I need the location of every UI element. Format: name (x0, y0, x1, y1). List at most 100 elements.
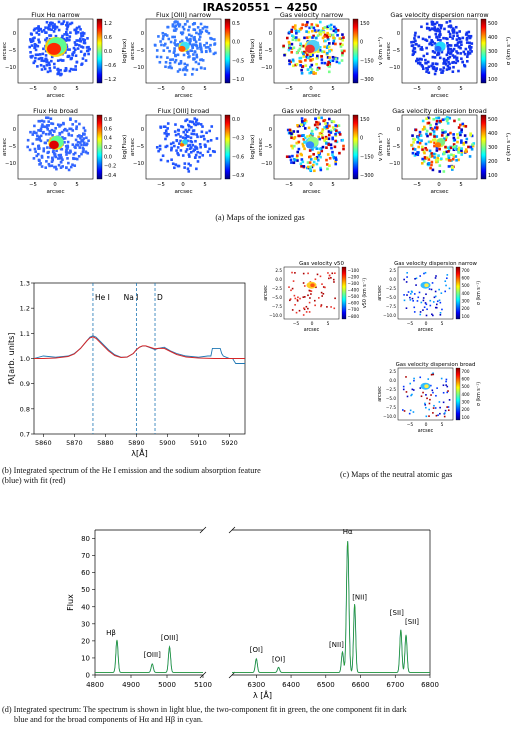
map-a-pixel (209, 43, 212, 47)
map-a-cbar-label: log(Flux) (250, 135, 256, 160)
map-a-pixel (310, 25, 313, 29)
map-a-pixel (448, 62, 451, 66)
map-a-pixel (41, 123, 44, 126)
map-a-pixel (157, 149, 160, 153)
map-a-pixel (455, 56, 459, 60)
map-c-xtick: −5 (407, 422, 414, 428)
map-a-pixel (194, 40, 198, 44)
map-a-pixel (194, 60, 198, 64)
map-c-pixel (308, 311, 311, 313)
map-a-pixel (171, 58, 175, 61)
map-a-pixel (463, 134, 467, 137)
map-a-pixel (444, 63, 448, 66)
map-a-pixel (198, 45, 202, 48)
map-a-pixel (183, 62, 186, 66)
map-a-pixel (67, 168, 71, 172)
map-a-pixel (203, 43, 206, 47)
map-a-pixel (333, 145, 337, 149)
map-a-pixel (306, 135, 309, 138)
map-a-pixel (425, 46, 428, 50)
map-a-pixel (438, 56, 442, 60)
map-a-pixel (328, 50, 332, 53)
map-c-pixel (294, 297, 297, 300)
map-a-pixel (411, 53, 415, 57)
map-a-pixel (435, 35, 438, 39)
map-c-pixel (419, 313, 422, 316)
map-a-xtick: 0 (437, 182, 440, 188)
map-a-pixel (321, 145, 325, 149)
map-a-pixel (451, 145, 455, 149)
map-a-pixel (464, 150, 467, 153)
map-a-pixel (459, 52, 462, 55)
map-c-pixel (305, 311, 308, 313)
map-a-pixel (178, 68, 182, 71)
map-a-xtick: 5 (331, 86, 334, 92)
map-a-pixel (312, 71, 315, 74)
map-a-pixel (433, 141, 436, 145)
map-a-pixel (33, 27, 37, 31)
map-a-pixel (310, 129, 314, 133)
map-a-pixel (186, 144, 190, 148)
map-a-pixel (323, 139, 326, 143)
map-a-pixel (447, 156, 451, 160)
map-a-pixel (179, 61, 183, 65)
map-a-pixel (319, 166, 322, 170)
map-a-pixel (36, 53, 40, 57)
map-c-pixel (319, 275, 322, 278)
map-a-cbar-label: log(Flux) (122, 135, 128, 160)
spec-d-line-label: [SII] (405, 618, 419, 626)
map-a-cbar-tick: −0.2 (104, 164, 116, 170)
map-a-pixel (420, 139, 423, 142)
map-a-pixel (412, 147, 415, 151)
map-a-cbar-label: σ (km s⁻¹) (505, 37, 512, 65)
map-c-pixel (447, 409, 450, 412)
map-a-pixel (83, 41, 87, 45)
map-a-pixel (311, 148, 314, 151)
map-a-ytick: −10 (133, 161, 144, 167)
map-a-pixel (421, 128, 425, 131)
map-a-pixel (72, 68, 75, 71)
map-a-pixel (72, 50, 76, 54)
map-a-pixel (57, 28, 61, 32)
map-a-xtick: 0 (309, 86, 312, 92)
map-a-pixel (429, 123, 432, 127)
map-a-pixel (288, 44, 291, 48)
map-a-pixel (336, 29, 340, 32)
map-c-pixel (411, 388, 414, 391)
map-c-pixel (432, 301, 435, 303)
map-a-pixel (63, 137, 67, 140)
map-a-pixel (178, 142, 181, 145)
map-a-pixel (455, 148, 459, 151)
map-a-pixel (160, 43, 163, 47)
map-a-pixel (77, 155, 81, 158)
map-a-pixel (331, 137, 335, 141)
map-c-pixel (432, 372, 434, 375)
map-a-pixel (308, 168, 312, 171)
map-a-pixel (442, 62, 445, 65)
map-a-pixel (432, 130, 436, 133)
map-c-xtick: 5 (441, 422, 444, 428)
map-a-pixel (174, 123, 177, 126)
map-a-pixel (315, 120, 318, 124)
map-a-pixel (310, 23, 314, 26)
map-a-pixel (40, 165, 44, 168)
map-a-pixel (181, 125, 185, 129)
map-a-pixel (320, 61, 324, 65)
map-c-pixel (430, 373, 433, 376)
map-a-pixel (188, 147, 192, 150)
map-a-pixel (311, 53, 314, 57)
map-a-pixel (209, 154, 212, 157)
map-c-xtick: 0 (311, 321, 314, 327)
map-a-pixel (449, 51, 453, 54)
map-c-ytick: −10.0 (269, 313, 282, 318)
map-a-pixel (324, 127, 328, 130)
map-a-pixel (78, 25, 81, 29)
map-a-pixel (179, 40, 182, 44)
map-c-ytick: −5.0 (386, 295, 397, 300)
map-a-ylabel: arcsec (386, 138, 392, 156)
map-a-pixel (321, 130, 324, 133)
map-a-pixel (445, 68, 449, 71)
map-a-pixel (435, 135, 439, 138)
map-a-pixel (460, 128, 463, 131)
map-a-pixel (33, 124, 36, 128)
